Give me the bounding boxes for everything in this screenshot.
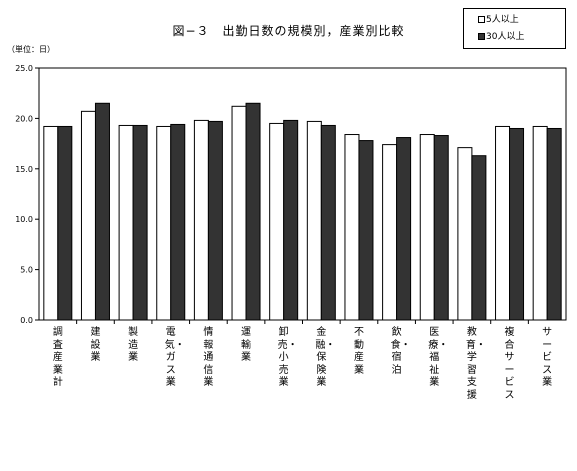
x-tick-label: 情報通信業	[203, 327, 214, 388]
x-tick-label: 医療・福祉業	[428, 327, 449, 388]
legend: 5人以上 30人以上	[463, 8, 566, 49]
chart-title: 図−３ 出勤日数の規模別，産業別比較	[172, 24, 405, 38]
unit-label: （単位：日）	[7, 45, 55, 54]
bar-30	[471, 155, 487, 321]
bar-30	[396, 137, 412, 321]
x-tick-label: 運輸業	[241, 327, 252, 363]
bar-30	[170, 123, 186, 321]
bar-30	[207, 120, 223, 321]
y-tick-label: 25.0	[15, 64, 33, 73]
bar-5	[193, 119, 209, 321]
legend-label-30: 30人以上	[486, 32, 525, 42]
bar-30	[433, 135, 449, 321]
legend-label-5: 5人以上	[486, 15, 519, 25]
x-tick-label: 不動産業	[353, 327, 364, 376]
x-tick-label: 製造業	[128, 327, 139, 363]
bar-5	[457, 147, 473, 321]
x-tick-label: サービス業	[542, 327, 553, 388]
legend-item-30: 30人以上	[478, 31, 524, 43]
bar-30	[358, 140, 374, 321]
x-tick-label: 複合サービス	[504, 327, 515, 401]
legend-swatch-dark	[478, 33, 485, 40]
bar-5	[382, 144, 398, 321]
bar-30	[94, 102, 110, 321]
bar-5	[344, 134, 360, 321]
bar-30	[320, 124, 336, 321]
bar-5	[43, 125, 59, 321]
bar-30	[132, 124, 148, 321]
x-tick-label: 教育・学習支援	[465, 327, 486, 401]
bar-5	[419, 134, 435, 321]
bar-5	[532, 125, 548, 321]
x-tick-label: 金融・保険業	[315, 327, 336, 388]
bar-5	[495, 125, 511, 321]
bar-30	[283, 119, 299, 321]
legend-item-5: 5人以上	[478, 14, 519, 26]
bar-30	[57, 125, 73, 321]
x-tick-label: 飲食・宿泊	[390, 327, 411, 376]
y-tick-label: 10.0	[15, 215, 33, 224]
bar-5	[156, 125, 172, 321]
bar-5	[306, 120, 322, 321]
y-tick-label: 5.0	[20, 266, 33, 275]
bar-5	[231, 105, 247, 321]
x-tick-label: 電気・ガス業	[164, 327, 185, 388]
plot-area	[38, 67, 567, 321]
bar-30	[546, 127, 562, 321]
y-tick-label: 15.0	[15, 165, 33, 174]
y-tick-label: 20.0	[15, 114, 33, 123]
bar-5	[118, 124, 134, 321]
x-tick-label: 調査産業計	[52, 327, 63, 388]
x-tick-label: 卸売・小売業	[277, 327, 298, 388]
bar-30	[509, 127, 525, 321]
y-tick-label: 0.0	[20, 316, 33, 325]
bar-5	[80, 110, 96, 321]
legend-swatch-white	[478, 16, 485, 23]
bar-5	[269, 122, 285, 321]
bar-30	[245, 102, 261, 321]
x-tick-label: 建設業	[90, 327, 101, 363]
